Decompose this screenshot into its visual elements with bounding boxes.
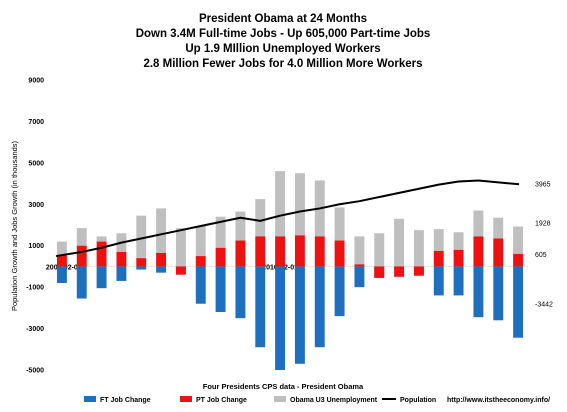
u3-bar [493,217,504,239]
end-value-label: 3965 [535,181,551,188]
u3-bar [433,229,444,251]
pt-bar [433,250,444,267]
pt-bar [453,249,464,267]
ft-bar [235,266,246,319]
y-tick-label: 9000 [28,78,44,85]
title-line-4: 2.8 Million Fewer Jobs for 4.0 Million M… [143,58,422,70]
pt-bar [413,266,424,276]
u3-bar [394,218,405,267]
ft-bar [136,266,147,270]
pt-bar [76,245,87,267]
end-labels: 3965 1928 605 -3442 [535,181,553,308]
pt-bar [294,235,305,267]
u3-bar [294,173,305,236]
pt-bar [136,258,147,267]
u3-bar [195,226,206,257]
y-axis-ticks: 9000 7000 5000 3000 1000 -1000 -3000 -5000 [26,78,44,375]
u3-bar [374,233,385,267]
u3-bar [275,171,286,237]
pt-bar [255,236,266,267]
ft-bar [334,266,345,317]
pt-bar [56,255,67,267]
u3-bar [255,199,266,237]
end-value-label: -3442 [535,302,553,309]
pt-bar [156,252,167,267]
legend-swatch [180,396,192,402]
ft-bar [433,266,444,296]
ft-bar [56,266,67,283]
u3-bar [175,228,186,267]
legend-label: Obama U3 Unemployment [290,397,378,404]
ft-bar [96,266,107,289]
source-url: http://www.itstheeconomy.info/ [447,397,550,404]
u3-bar [235,211,246,241]
ft-bar [255,266,266,348]
ft-bar [215,266,226,312]
ft-bar [76,266,87,299]
y-tick-label: 1000 [28,243,44,250]
legend-label: Population [400,397,436,404]
pt-bar [175,266,186,275]
ft-bar [294,266,305,364]
ft-bar [156,266,167,273]
y-tick-label: -3000 [26,326,44,333]
ft-bar [314,266,325,348]
u3-bar [413,230,424,267]
u3-bar [56,241,67,256]
y-tick-label: 3000 [28,202,44,209]
title-line-3: Up 1.9 MIllion Unemployed Workers [185,43,380,55]
u3-bar [156,208,167,253]
u3-bar [76,228,87,246]
x-axis-label: Four Presidents CPS data - President Oba… [203,382,364,391]
y-tick-label: -1000 [26,285,44,292]
population-line-group [55,179,520,258]
legend-swatch [274,396,286,402]
pt-bar [473,236,484,267]
ft-bar [473,266,484,318]
pt-bar [314,236,325,267]
pt-bar [215,247,226,267]
title-line-2: Down 3.4M Full-time Jobs - Up 605,000 Pa… [136,28,431,40]
legend: FT Job Change PT Job Change Obama U3 Unemp… [84,396,550,404]
title-line-1: President Obama at 24 Months [199,13,367,25]
population-line [55,179,520,258]
pt-bar [374,266,385,278]
legend-label: PT Job Change [196,397,247,404]
pt-bar [275,236,286,267]
legend-swatch [84,396,96,402]
pt-bar [354,264,365,267]
pt-bar [195,256,206,267]
ft-bar [493,266,504,321]
ft-bar [195,266,206,304]
y-axis-label: Population Growth and Jobs Growth (in th… [10,140,19,311]
pt-bar [116,251,127,267]
pt-bar [493,238,504,267]
pt-bar [96,241,107,267]
y-tick-label: 5000 [28,160,44,167]
u3-bar [354,236,365,265]
pt-bar [394,266,405,277]
chart-title: President Obama at 24 Months Down 3.4M F… [136,13,431,70]
y-tick-label: -5000 [26,368,44,375]
ft-bar [354,266,365,288]
ft-bar [453,266,464,296]
u3-bar [453,232,464,250]
pt-bar [235,240,246,267]
legend-label: FT Job Change [100,397,151,404]
u3-bar [136,215,147,259]
y-tick-label: 7000 [28,119,44,126]
ft-bar [513,266,524,338]
end-value-label: 1928 [535,220,551,227]
u3-bar [215,216,226,248]
u3-bar [334,207,345,241]
u3-bar [96,236,107,242]
u3-bar [513,226,524,254]
u3-bar [473,210,484,237]
pt-bar [334,240,345,267]
ft-bar [275,266,286,370]
pt-bar [513,253,524,267]
ft-bar [116,266,127,281]
end-value-label: 605 [535,252,547,259]
